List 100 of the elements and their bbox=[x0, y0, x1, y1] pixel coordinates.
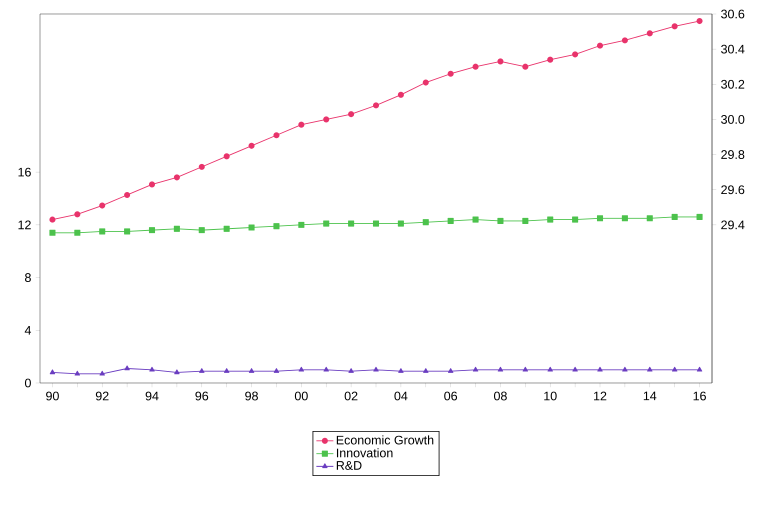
point bbox=[298, 122, 304, 128]
point bbox=[472, 64, 479, 70]
point bbox=[596, 42, 604, 49]
point bbox=[422, 79, 429, 86]
point bbox=[472, 216, 479, 223]
legend-label: Innovation bbox=[336, 448, 392, 458]
point bbox=[199, 368, 204, 373]
y-tick-label: 0 bbox=[24, 378, 31, 388]
point bbox=[224, 368, 230, 373]
point bbox=[522, 218, 528, 224]
point bbox=[646, 215, 653, 222]
point bbox=[448, 368, 454, 373]
y2-tick-label: 30.2 bbox=[721, 80, 744, 89]
point bbox=[74, 230, 80, 236]
point bbox=[74, 370, 80, 376]
point bbox=[522, 64, 528, 70]
point bbox=[497, 58, 504, 64]
y2-tick-label: 30.0 bbox=[721, 115, 744, 124]
x-tick-label: 94 bbox=[146, 392, 159, 400]
point bbox=[672, 214, 678, 220]
point bbox=[348, 220, 354, 227]
point bbox=[622, 37, 628, 44]
point bbox=[622, 366, 628, 372]
point bbox=[572, 216, 578, 223]
x-tick-label: 96 bbox=[195, 392, 208, 400]
y2-tick-label: 30.6 bbox=[721, 10, 744, 18]
x-tick-label: 00 bbox=[294, 392, 308, 400]
point bbox=[372, 102, 380, 108]
point bbox=[398, 92, 404, 98]
point bbox=[248, 142, 255, 149]
point bbox=[100, 370, 105, 376]
point bbox=[148, 227, 156, 234]
point bbox=[472, 366, 478, 372]
y2-tick-label: 29.8 bbox=[721, 150, 744, 159]
point bbox=[148, 181, 156, 188]
x-tick-label: 04 bbox=[394, 392, 408, 400]
y-tick-label: 12 bbox=[18, 220, 31, 230]
point bbox=[273, 223, 280, 230]
point bbox=[273, 132, 280, 138]
point bbox=[248, 224, 255, 231]
point bbox=[298, 222, 304, 228]
point bbox=[248, 368, 254, 373]
point bbox=[696, 366, 702, 372]
x-tick-label: 12 bbox=[594, 392, 606, 400]
x-tick-label: 10 bbox=[544, 392, 557, 400]
legend-label: R&D bbox=[336, 461, 362, 470]
legend-label: Economic Growth bbox=[336, 435, 434, 445]
point bbox=[198, 227, 205, 234]
point bbox=[548, 366, 553, 372]
y-tick-label: 16 bbox=[18, 168, 31, 177]
point bbox=[49, 216, 56, 223]
x-tick-label: 08 bbox=[494, 392, 507, 400]
point bbox=[672, 23, 678, 30]
point bbox=[124, 192, 130, 198]
point bbox=[198, 164, 205, 170]
x-tick-label: 16 bbox=[694, 392, 706, 400]
point bbox=[99, 228, 106, 234]
point bbox=[646, 30, 653, 36]
point bbox=[696, 18, 703, 24]
point bbox=[422, 219, 429, 226]
point bbox=[348, 368, 354, 373]
y2-tick-label: 29.4 bbox=[721, 220, 744, 230]
point bbox=[99, 202, 106, 209]
point bbox=[323, 116, 330, 122]
y-tick-label: 8 bbox=[25, 273, 31, 282]
point bbox=[74, 211, 80, 218]
point bbox=[324, 366, 329, 372]
point bbox=[224, 153, 230, 160]
point bbox=[622, 215, 628, 222]
point bbox=[323, 220, 330, 227]
point bbox=[174, 174, 180, 180]
point bbox=[596, 215, 604, 222]
point bbox=[522, 366, 528, 372]
point bbox=[448, 70, 454, 77]
point bbox=[373, 366, 379, 372]
x-tick-label: 90 bbox=[46, 392, 59, 400]
y2-tick-label: 30.4 bbox=[721, 44, 744, 54]
y-tick-label: 4 bbox=[24, 326, 32, 335]
point bbox=[49, 230, 56, 236]
point bbox=[448, 218, 454, 224]
x-tick-label: 02 bbox=[344, 392, 358, 400]
point bbox=[372, 220, 380, 227]
point bbox=[174, 369, 180, 374]
point bbox=[547, 56, 554, 63]
point bbox=[274, 368, 280, 373]
x-tick-label: 06 bbox=[444, 392, 458, 400]
point bbox=[398, 220, 404, 227]
point bbox=[124, 228, 130, 234]
point bbox=[497, 218, 504, 224]
point bbox=[124, 365, 130, 370]
point bbox=[298, 366, 304, 372]
point bbox=[498, 366, 504, 372]
point bbox=[672, 366, 678, 372]
point bbox=[398, 368, 404, 373]
point bbox=[572, 366, 578, 372]
point bbox=[423, 368, 428, 373]
point bbox=[547, 216, 554, 223]
point bbox=[224, 226, 230, 232]
point bbox=[174, 226, 180, 232]
point bbox=[647, 366, 652, 372]
